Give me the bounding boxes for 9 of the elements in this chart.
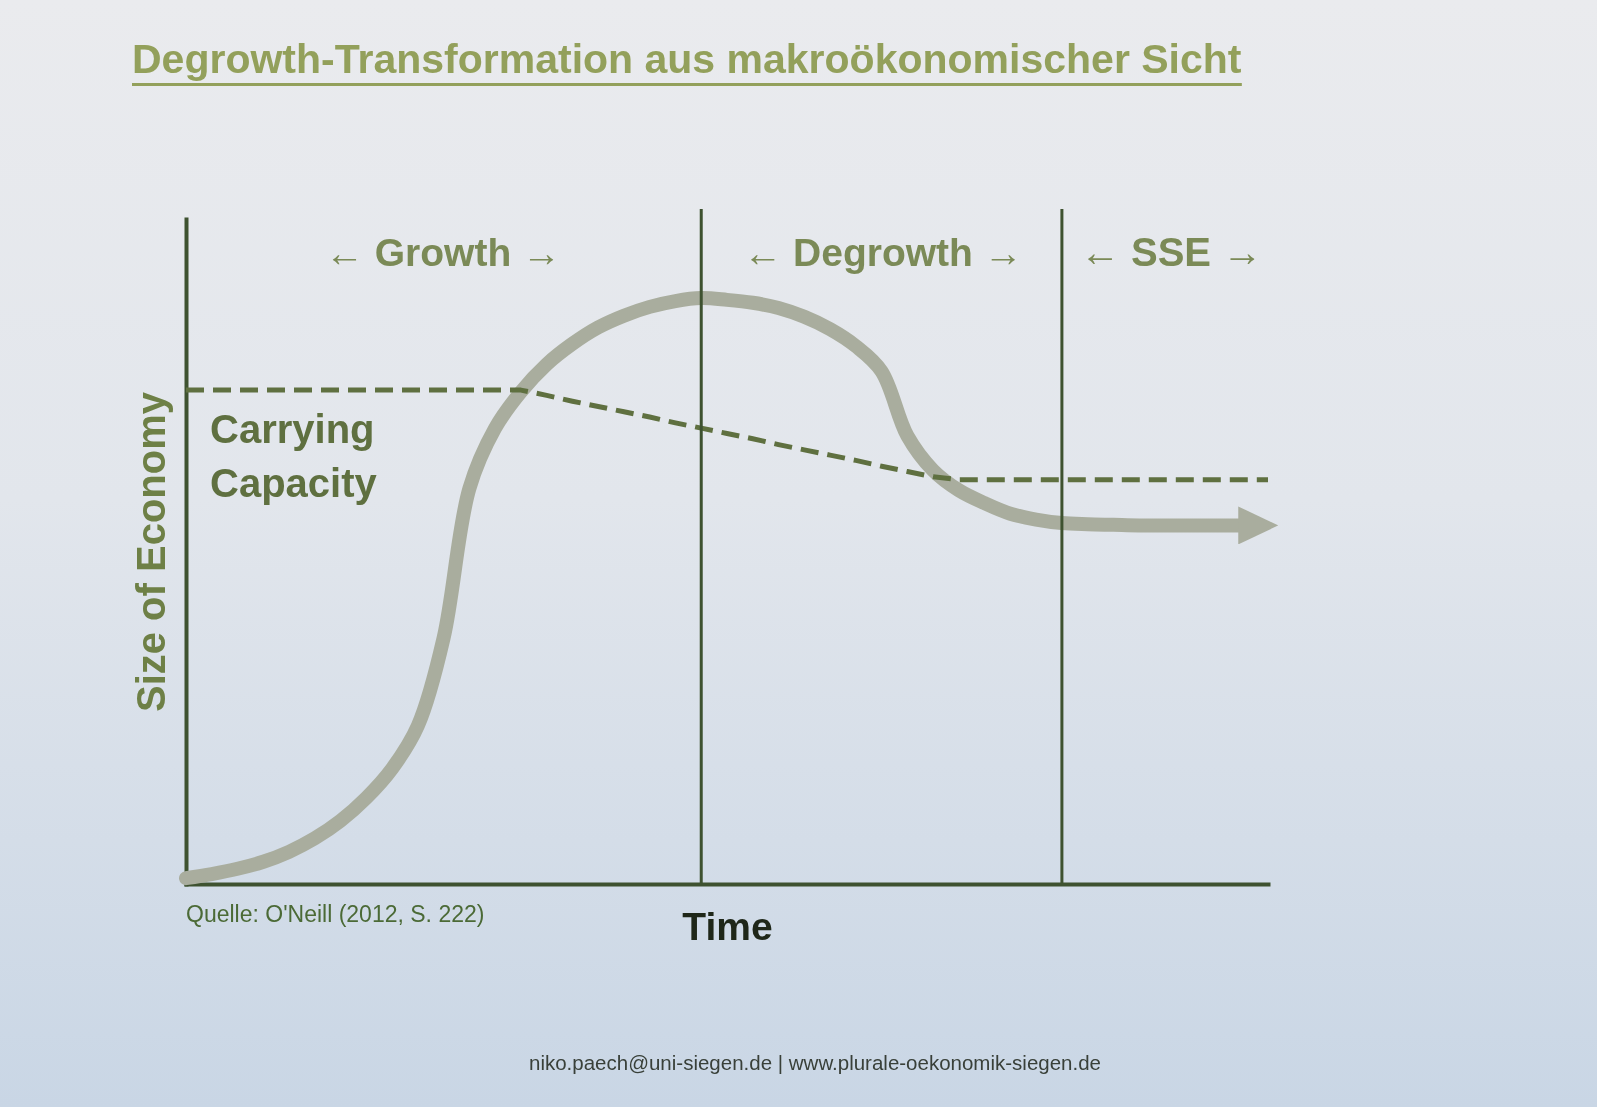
x-axis-title: Time [682,904,773,948]
text: ← Growth → [324,231,562,274]
y-axis-title: Size of Economy [128,391,173,713]
chart-title: Degrowth-Transformation aus makroökonomischer Sicht [132,35,1242,82]
text: niko.paech@uni-siegen.de | www.plurale-oekonomik-siegen.de [529,1051,1101,1074]
series-label: Carrying Capacity [210,407,378,506]
text: ← SSE → [1079,230,1263,274]
text: ← Degrowth → [743,231,1023,274]
source-note: Quelle: O'Neill (2012, S. 222) [186,901,485,927]
